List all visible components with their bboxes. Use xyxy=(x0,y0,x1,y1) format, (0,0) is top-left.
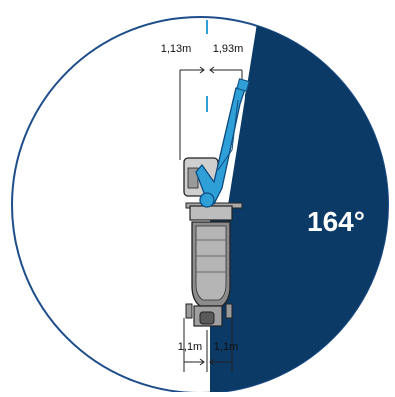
dimension-bottom-left: 1,1m xyxy=(178,341,202,353)
bottom-dimension-lines xyxy=(183,318,233,372)
concrete-boom xyxy=(195,78,250,208)
boom-pump-truck-icon xyxy=(183,157,243,327)
dimension-top-right: 1,93m xyxy=(213,43,244,55)
dimension-top-left: 1,13m xyxy=(161,43,192,55)
slewing-sector-fill xyxy=(210,17,388,392)
slewing-angle-label: 164° xyxy=(307,206,365,237)
dimension-bottom-right: 1,1m xyxy=(214,341,238,353)
